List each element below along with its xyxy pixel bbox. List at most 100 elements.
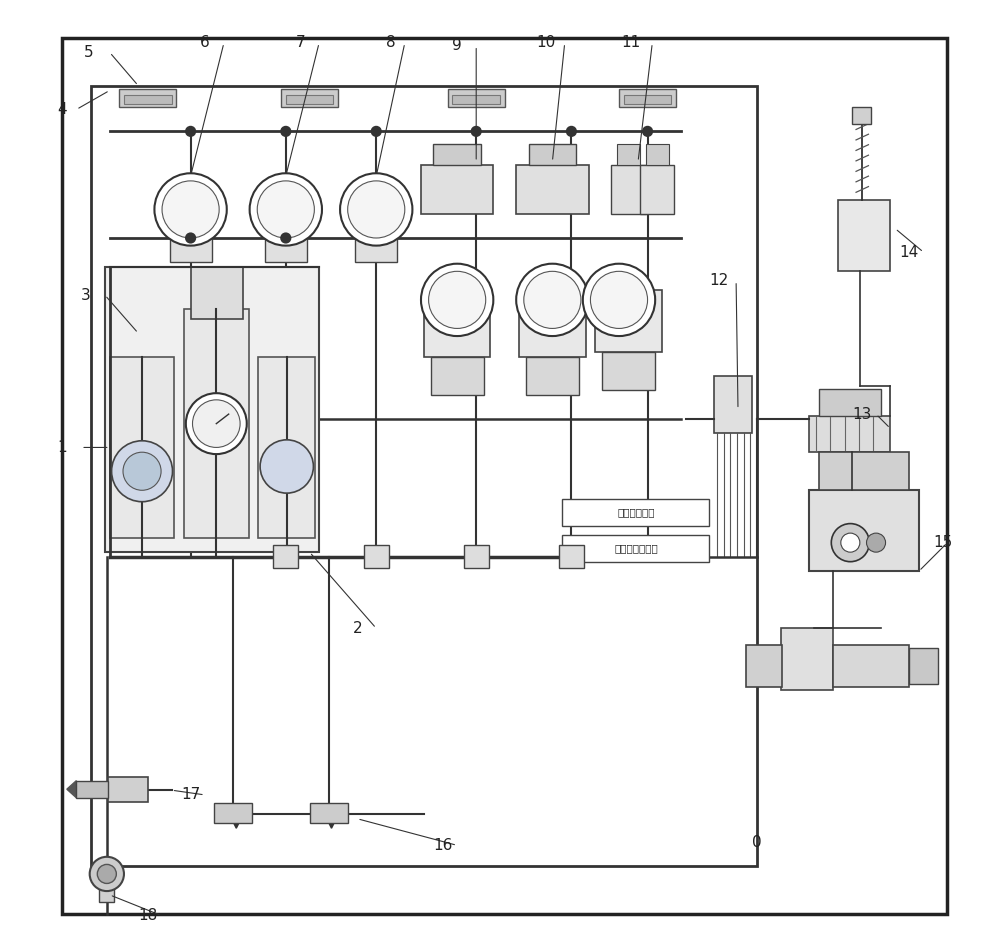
Circle shape bbox=[583, 264, 655, 336]
Bar bbox=[91, 86, 757, 866]
Bar bbox=[286, 95, 333, 105]
Text: 11: 11 bbox=[622, 35, 641, 50]
Text: 6: 6 bbox=[200, 35, 210, 50]
Bar bbox=[619, 89, 676, 107]
Circle shape bbox=[186, 233, 195, 243]
Circle shape bbox=[524, 271, 581, 328]
Circle shape bbox=[340, 173, 412, 246]
Bar bbox=[258, 357, 315, 538]
Bar bbox=[833, 645, 909, 687]
Text: 12: 12 bbox=[709, 273, 729, 288]
Circle shape bbox=[371, 127, 381, 136]
Bar bbox=[273, 545, 298, 568]
Bar bbox=[909, 648, 938, 684]
Bar bbox=[617, 144, 640, 165]
Bar bbox=[624, 95, 671, 105]
Bar bbox=[819, 452, 909, 490]
Circle shape bbox=[193, 400, 240, 447]
Circle shape bbox=[841, 533, 860, 552]
Text: 真空品电磁阀: 真空品电磁阀 bbox=[617, 507, 655, 517]
Bar bbox=[355, 238, 397, 262]
Circle shape bbox=[281, 127, 291, 136]
Bar bbox=[191, 267, 243, 319]
Bar bbox=[108, 777, 148, 802]
Bar bbox=[99, 873, 114, 902]
Bar bbox=[595, 290, 662, 352]
Text: 10: 10 bbox=[536, 35, 555, 50]
Bar bbox=[424, 295, 490, 357]
Bar bbox=[819, 389, 881, 416]
Text: 4: 4 bbox=[57, 102, 67, 117]
Bar bbox=[184, 309, 249, 538]
Bar bbox=[421, 165, 493, 214]
Circle shape bbox=[348, 181, 405, 238]
Circle shape bbox=[421, 264, 493, 336]
Text: 7: 7 bbox=[295, 35, 305, 50]
Circle shape bbox=[123, 452, 161, 490]
Text: 13: 13 bbox=[852, 407, 871, 422]
Circle shape bbox=[567, 127, 576, 136]
Circle shape bbox=[186, 127, 195, 136]
Bar bbox=[281, 89, 338, 107]
Bar bbox=[746, 645, 782, 687]
Text: 14: 14 bbox=[900, 245, 919, 260]
Bar bbox=[809, 416, 890, 452]
Bar bbox=[452, 95, 500, 105]
Bar bbox=[809, 490, 919, 571]
Bar bbox=[646, 144, 669, 165]
Circle shape bbox=[471, 127, 481, 136]
Bar bbox=[714, 376, 752, 433]
Bar bbox=[640, 165, 674, 214]
Bar bbox=[529, 144, 576, 165]
Bar bbox=[170, 238, 212, 262]
Circle shape bbox=[97, 864, 116, 883]
Text: 2: 2 bbox=[352, 621, 362, 636]
Circle shape bbox=[516, 264, 589, 336]
Text: 洗涤吹气电磁阀: 洗涤吹气电磁阀 bbox=[614, 544, 658, 553]
Bar bbox=[611, 165, 646, 214]
Bar bbox=[310, 803, 348, 823]
Text: 15: 15 bbox=[933, 535, 952, 550]
Bar bbox=[562, 535, 709, 562]
Circle shape bbox=[831, 524, 869, 562]
Text: 3: 3 bbox=[81, 288, 91, 303]
Bar bbox=[526, 357, 579, 395]
Bar bbox=[431, 357, 484, 395]
Circle shape bbox=[590, 271, 648, 328]
Bar bbox=[448, 89, 505, 107]
Bar bbox=[124, 95, 172, 105]
Polygon shape bbox=[232, 819, 241, 828]
Bar bbox=[464, 545, 489, 568]
Bar bbox=[838, 200, 890, 271]
Circle shape bbox=[429, 271, 486, 328]
Circle shape bbox=[162, 181, 219, 238]
Circle shape bbox=[112, 441, 173, 502]
Bar bbox=[105, 267, 319, 552]
Bar bbox=[602, 352, 655, 390]
Text: 17: 17 bbox=[181, 787, 200, 803]
Bar bbox=[519, 295, 586, 357]
Bar bbox=[852, 107, 871, 124]
Polygon shape bbox=[67, 781, 76, 798]
Text: 18: 18 bbox=[138, 908, 157, 923]
Text: 8: 8 bbox=[386, 35, 395, 50]
Bar bbox=[265, 238, 307, 262]
Text: 5: 5 bbox=[84, 45, 94, 60]
Bar bbox=[214, 803, 252, 823]
Bar bbox=[516, 165, 589, 214]
Bar bbox=[364, 545, 389, 568]
Circle shape bbox=[643, 127, 652, 136]
Bar bbox=[562, 499, 709, 526]
Text: 16: 16 bbox=[433, 838, 453, 853]
Circle shape bbox=[250, 173, 322, 246]
Bar bbox=[76, 781, 108, 798]
Polygon shape bbox=[327, 819, 336, 828]
Bar bbox=[781, 628, 833, 690]
Circle shape bbox=[186, 393, 247, 454]
Text: 9: 9 bbox=[452, 38, 462, 53]
Circle shape bbox=[257, 181, 314, 238]
Bar bbox=[559, 545, 584, 568]
Circle shape bbox=[154, 173, 227, 246]
Bar bbox=[119, 89, 176, 107]
Circle shape bbox=[260, 440, 313, 493]
